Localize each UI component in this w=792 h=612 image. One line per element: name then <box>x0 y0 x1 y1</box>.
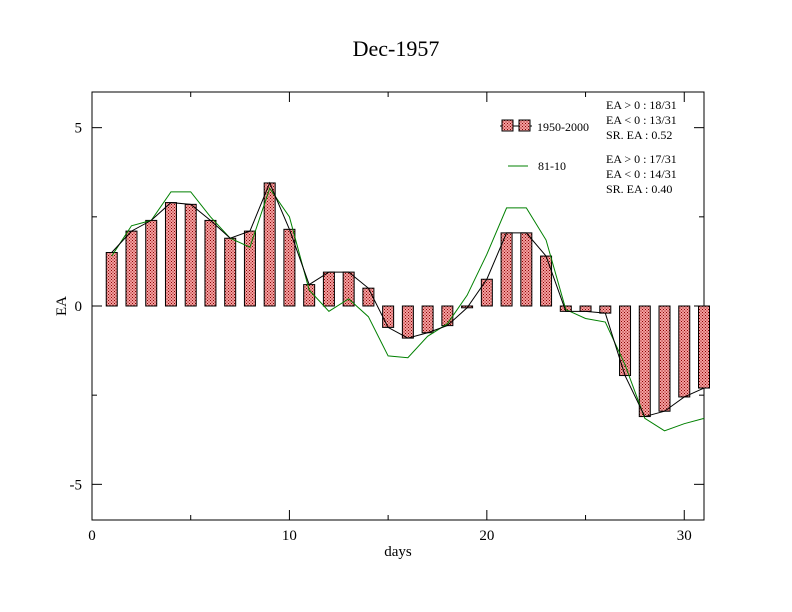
y-axis-label: EA <box>54 296 70 316</box>
stats-1950-2000: EA < 0 : 13/31 <box>606 113 677 127</box>
bar-7 <box>224 237 237 307</box>
series-line-1950-2000 <box>111 181 705 418</box>
bar-14 <box>362 287 375 307</box>
bar-21 <box>500 232 513 307</box>
bars-group <box>105 182 710 418</box>
bar-23 <box>540 255 553 307</box>
x-axis-label: days <box>384 544 412 560</box>
axes-group: 0 10 20 30 -5 0 5 <box>70 92 704 544</box>
legend-swatch-1950-2000 <box>518 119 531 132</box>
bar-31 <box>698 305 710 389</box>
legend-label-81-10: 81-10 <box>538 159 566 173</box>
bar-3 <box>145 219 158 307</box>
bar-4 <box>164 202 177 307</box>
bar-22 <box>520 232 533 307</box>
bar-2 <box>125 230 138 307</box>
x-tick-label: 10 <box>282 528 297 544</box>
lines-group <box>111 181 705 432</box>
x-tick-label: 20 <box>479 528 494 544</box>
bar-15 <box>382 305 395 328</box>
bar-26 <box>599 305 612 314</box>
bar-25 <box>579 305 592 312</box>
stats-81-10: EA > 0 : 17/31 <box>606 152 677 166</box>
bar-20 <box>480 278 493 307</box>
bar-28 <box>638 305 651 418</box>
stats-81-10: EA < 0 : 14/31 <box>606 167 677 181</box>
series-line-81-10 <box>111 187 705 432</box>
bar-17 <box>421 305 434 334</box>
legend-label-1950-2000: 1950-2000 <box>537 120 589 134</box>
bar-6 <box>204 219 217 307</box>
x-tick-label: 30 <box>677 528 692 544</box>
y-tick-label: 5 <box>75 121 83 137</box>
bar-1 <box>105 252 118 307</box>
y-tick-label: -5 <box>70 477 83 493</box>
stats-1950-2000: EA > 0 : 18/31 <box>606 98 677 112</box>
bar-8 <box>243 230 256 307</box>
bar-11 <box>303 284 316 307</box>
bar-5 <box>184 203 197 307</box>
x-tick-label: 0 <box>88 528 96 544</box>
stats-81-10: SR. EA : 0.40 <box>606 182 672 196</box>
bar-12 <box>322 271 335 307</box>
legend-swatch-1950-2000 <box>501 119 514 132</box>
y-tick-label: 0 <box>75 299 83 315</box>
chart-title: Dec-1957 <box>353 36 440 61</box>
bar-9 <box>263 182 276 307</box>
stats-1950-2000: SR. EA : 0.52 <box>606 128 672 142</box>
bar-30 <box>678 305 691 398</box>
bar-16 <box>401 305 414 339</box>
bar-29 <box>658 305 671 412</box>
